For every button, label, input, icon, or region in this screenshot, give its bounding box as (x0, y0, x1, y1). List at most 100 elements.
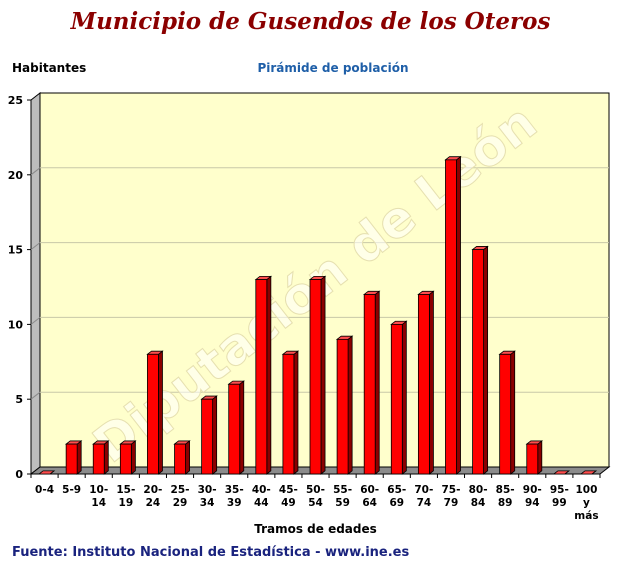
x-axis-ticks: 0-4 5-9 10-14 15-19 20-24 25-29 30-34 35-39 40-4… (30, 474, 601, 522)
bar (37, 470, 56, 475)
x-tick-label: 75-79 (441, 484, 460, 509)
y-tick-label: 15 (8, 244, 23, 257)
bar-side (456, 155, 461, 475)
chart-subtitle: Pirámide de población (257, 61, 409, 75)
y-axis-unit-label: Habitantes (12, 61, 87, 75)
chart-title: Municipio de Gusendos de los Oteros (70, 8, 551, 35)
bar (579, 470, 598, 475)
x-axis-label: Tramos de edades (254, 522, 377, 536)
x-tick-label: 95-99 (550, 484, 569, 509)
bar (119, 440, 137, 475)
bar-front (228, 383, 241, 475)
bar (417, 290, 435, 475)
bar-front (499, 353, 512, 475)
bar (254, 275, 273, 475)
bar (227, 380, 245, 475)
bar (498, 350, 516, 475)
bar-side (537, 440, 543, 475)
x-tick-label: 90-94 (523, 484, 542, 509)
bars (37, 155, 598, 475)
x-tick-label: 35-39 (225, 484, 244, 509)
bar-side (158, 350, 163, 475)
bar-front (417, 294, 430, 475)
gridline-side (30, 167, 41, 176)
x-tick-label: 40-44 (252, 484, 271, 509)
bar-front (363, 294, 376, 475)
y-tick-label: 20 (8, 169, 24, 182)
source-note: Fuente: Instituto Nacional de Estadístic… (12, 545, 410, 560)
x-tick-label: 65-69 (387, 484, 406, 509)
bar-front (336, 338, 349, 475)
bar-side (185, 440, 190, 475)
bar-front (526, 443, 539, 475)
x-tick-label: 45-49 (279, 484, 298, 509)
x-tick-label: 20-24 (143, 484, 162, 509)
gridline-side (30, 391, 41, 400)
bar-front (472, 249, 484, 475)
y-tick-label: 0 (15, 468, 23, 481)
bar (363, 290, 381, 475)
bar (390, 320, 408, 475)
bar-side (239, 380, 245, 475)
y-tick-label: 10 (8, 318, 24, 331)
bar-side (374, 290, 380, 475)
bar (471, 245, 489, 475)
bar-side (266, 275, 272, 475)
bar-side (510, 350, 516, 475)
bar-side (483, 245, 489, 475)
bar-side (130, 440, 136, 475)
bar-front (445, 159, 457, 475)
bar-front (201, 398, 214, 475)
x-tick-label: 60-64 (360, 484, 379, 509)
bar-side (401, 320, 407, 475)
bar-front (65, 443, 78, 475)
bar-front (174, 443, 186, 475)
x-tick-label: 70-74 (414, 484, 433, 509)
bar (552, 470, 571, 475)
gridline-side (30, 317, 41, 325)
bar (146, 350, 164, 475)
x-tick-label: 50-54 (306, 484, 325, 509)
bar-front (255, 279, 268, 475)
x-tick-label: 30-34 (198, 484, 217, 509)
x-tick-label: 15-19 (116, 484, 135, 509)
x-tick-label: 55-59 (333, 484, 352, 509)
bar-side (76, 440, 82, 475)
bar-front (147, 353, 159, 475)
bar-top (552, 470, 571, 475)
bar-front (309, 279, 322, 475)
bar-side (347, 335, 353, 475)
bar-front (282, 353, 295, 475)
bar (444, 155, 462, 475)
x-tick-label: 100 y más (574, 484, 598, 522)
bar (281, 350, 300, 475)
bar-side (103, 440, 109, 475)
x-tick-label: 5-9 (62, 484, 81, 496)
bar-side (212, 395, 218, 475)
bar (200, 395, 218, 475)
plot-side-wall (30, 91, 41, 476)
bar-side (428, 290, 434, 475)
bar-top (37, 470, 56, 475)
bar-side (293, 350, 299, 475)
x-tick-label: 10-14 (89, 484, 108, 509)
bar-front (390, 323, 403, 475)
y-tick-label: 25 (8, 94, 23, 107)
x-tick-label: 0-4 (35, 484, 54, 496)
bar-front (119, 443, 132, 475)
bar (335, 335, 354, 475)
bar-top (579, 470, 598, 475)
bar (64, 440, 83, 475)
x-tick-label: 25-29 (171, 484, 190, 509)
bar-side (320, 275, 326, 475)
x-tick-label: 80-84 (469, 484, 488, 509)
bar (525, 440, 543, 475)
bar-front (92, 443, 105, 475)
bar (308, 275, 327, 475)
gridline-side (30, 242, 41, 250)
y-axis-ticks: 0 5 10 15 20 25 (8, 94, 31, 481)
y-tick-label: 5 (15, 393, 23, 406)
bar (92, 440, 110, 475)
x-tick-label: 85-89 (496, 484, 515, 509)
